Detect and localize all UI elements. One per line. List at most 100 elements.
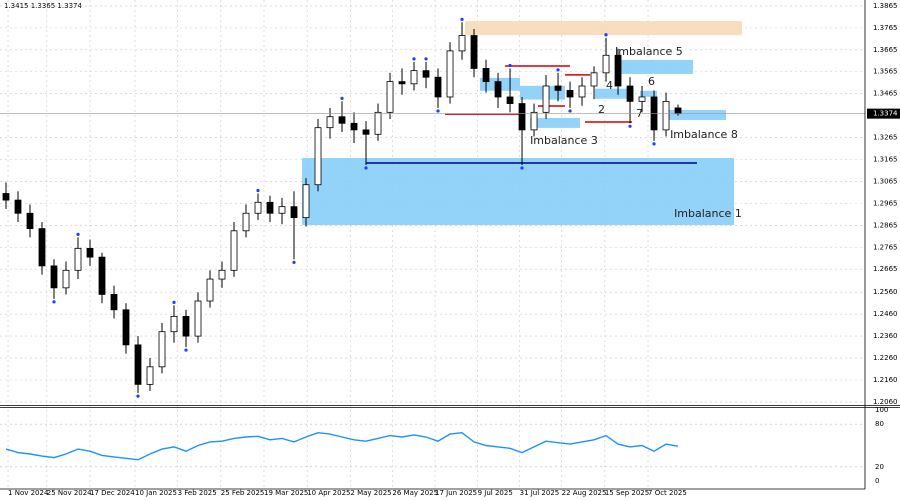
- candle-body: [434, 76, 442, 98]
- zone-label: Imbalance 1: [674, 207, 742, 220]
- candle-body: [2, 193, 10, 201]
- y-tick-label: 1.2865: [873, 221, 898, 229]
- fractal-down: [136, 394, 140, 398]
- candle-body: [662, 100, 670, 131]
- x-tick-label: 1 Nov 2024: [8, 489, 49, 497]
- candle-body: [554, 85, 562, 91]
- y-tick-label: 1.3465: [873, 90, 898, 98]
- candle-body: [110, 294, 118, 311]
- candle-body: [350, 122, 358, 131]
- candle-body: [614, 54, 622, 87]
- candle-body: [278, 206, 286, 214]
- x-tick-label: 25 Feb 2025: [221, 489, 265, 497]
- rsi-line: [5, 431, 679, 461]
- fractal-down: [652, 142, 656, 146]
- candle-body: [218, 269, 226, 280]
- candle-body: [98, 256, 106, 295]
- candle-body: [530, 111, 538, 131]
- candle-body: [62, 269, 70, 289]
- zone: [594, 88, 633, 99]
- candle-body: [158, 331, 166, 368]
- y-tick-label: 1.2360: [873, 332, 898, 340]
- fractal-up: [412, 57, 416, 61]
- candle-body: [26, 212, 34, 230]
- candle-body: [242, 212, 250, 232]
- x-tick-label: 19 Mar 2025: [264, 489, 308, 497]
- fractal-down: [184, 348, 188, 352]
- candle-body: [206, 278, 214, 302]
- zone: [302, 157, 735, 226]
- fractal-down: [52, 300, 56, 304]
- y-tick-label: 1.3065: [873, 177, 898, 185]
- fractal-down: [364, 166, 368, 170]
- y-tick-label: 1.3665: [873, 46, 898, 54]
- candle-body: [422, 70, 430, 78]
- candle-body: [362, 129, 370, 135]
- fractal-up: [460, 17, 464, 21]
- candle-body: [14, 199, 22, 214]
- candle-body: [86, 247, 94, 258]
- candle-body: [326, 116, 334, 129]
- y-tick-label: 1.2260: [873, 354, 898, 362]
- y-tick-label: 1.3265: [873, 134, 898, 142]
- x-tick-label: 25 Nov 2024: [47, 489, 92, 497]
- rsi-tick-label: 100: [875, 406, 888, 414]
- last-price-label: 1.3374: [873, 110, 898, 118]
- fractal-down: [292, 260, 296, 264]
- y-tick-label: 1.2060: [873, 398, 898, 406]
- zone-label: Imbalance 5: [615, 45, 683, 58]
- candle-body: [638, 96, 646, 102]
- y-tick-label: 1.2665: [873, 265, 898, 273]
- x-tick-label: 3 Feb 2025: [178, 489, 217, 497]
- x-tick-label: 7 Oct 2025: [648, 489, 687, 497]
- fractal-down: [436, 109, 440, 113]
- x-tick-label: 15 Sep 2025: [605, 489, 649, 497]
- candle-body: [302, 184, 310, 219]
- fractal-up: [256, 188, 260, 193]
- candle-body: [578, 85, 586, 98]
- zone: [665, 109, 727, 121]
- x-tick-label: 17 Jun 2025: [435, 489, 477, 497]
- candle-body: [230, 230, 238, 271]
- candle-body: [482, 68, 490, 83]
- candle-body: [674, 107, 682, 115]
- candle-body: [290, 206, 298, 219]
- candle-body: [194, 300, 202, 337]
- annotation: 4: [606, 79, 613, 92]
- candle-body: [470, 35, 478, 69]
- candle-body: [134, 344, 142, 385]
- candle-body: [374, 111, 382, 135]
- annotation: 6: [648, 75, 655, 88]
- last-price-box: [867, 108, 900, 119]
- zone: [530, 118, 580, 128]
- annotation: 2: [598, 103, 605, 116]
- fractal-up: [556, 68, 560, 72]
- candle-body: [182, 315, 190, 337]
- candle-body: [170, 315, 178, 333]
- candle-body: [386, 81, 394, 113]
- fractal-up: [340, 96, 344, 100]
- y-tick-label: 1.2965: [873, 199, 898, 207]
- x-tick-label: 10 Apr 2025: [307, 489, 350, 497]
- zone: [519, 85, 565, 100]
- y-tick-label: 1.3765: [873, 24, 898, 32]
- fractal-up: [604, 33, 608, 37]
- candle-body: [506, 96, 514, 104]
- rsi-tick-label: 20: [875, 463, 884, 471]
- zone: [465, 21, 742, 36]
- y-tick-label: 1.2560: [873, 288, 898, 296]
- x-tick-label: 22 Aug 2025: [562, 489, 607, 497]
- candle-body: [122, 309, 130, 346]
- candle-body: [398, 81, 406, 85]
- y-tick-label: 1.3165: [873, 155, 898, 163]
- y-tick-label: 1.3865: [873, 2, 898, 10]
- candle-body: [314, 127, 322, 186]
- zone: [615, 59, 694, 74]
- x-tick-label: 9 Jul 2025: [478, 489, 513, 497]
- fractal-up: [76, 232, 80, 236]
- candle-body: [494, 81, 502, 98]
- candle-body: [590, 72, 598, 87]
- x-tick-label: 2 May 2025: [350, 489, 391, 497]
- candle-body: [338, 116, 346, 124]
